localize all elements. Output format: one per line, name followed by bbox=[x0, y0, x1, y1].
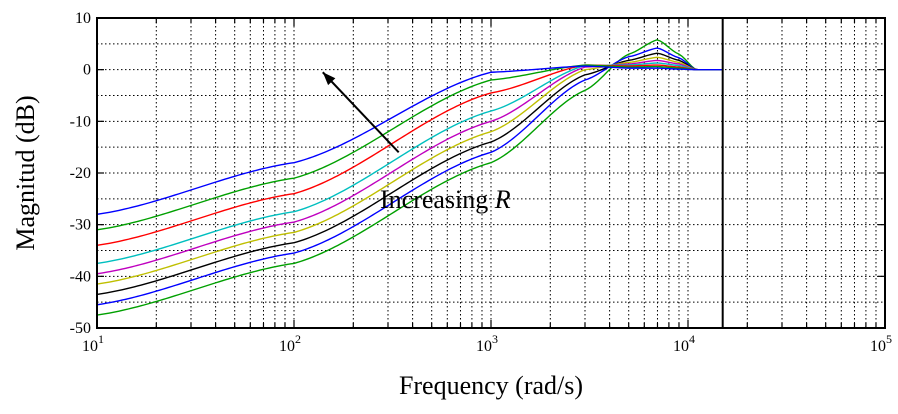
y-axis-title: Magnitud (dB) bbox=[11, 95, 40, 250]
increasing-r-annotation: Increasing R bbox=[380, 185, 511, 214]
x-tick-label-base: 10 bbox=[82, 338, 98, 355]
series-lines bbox=[96, 39, 723, 316]
series-line-4 bbox=[96, 56, 723, 285]
x-tick-label-base: 10 bbox=[870, 338, 886, 355]
x-tick-label-base: 10 bbox=[476, 338, 492, 355]
x-tick-label-exponent: 5 bbox=[886, 332, 892, 346]
x-tick-label-exponent: 4 bbox=[689, 332, 695, 346]
y-tick-label: -50 bbox=[70, 320, 91, 337]
series-line-2 bbox=[96, 47, 723, 306]
series-line-8 bbox=[96, 64, 723, 231]
x-tick-label: 102 bbox=[279, 332, 301, 355]
grid bbox=[97, 18, 885, 328]
y-tick-label: -30 bbox=[70, 217, 91, 234]
x-tick-label: 105 bbox=[870, 332, 892, 355]
x-tick-label-exponent: 3 bbox=[492, 332, 498, 346]
x-tick-label-exponent: 2 bbox=[295, 332, 301, 346]
x-tick-label: 101 bbox=[82, 332, 104, 355]
x-axis-title: Frequency (rad/s) bbox=[399, 371, 583, 400]
y-tick-label: 0 bbox=[83, 62, 91, 79]
annotation-variable: R bbox=[494, 185, 511, 214]
x-tick-label-base: 10 bbox=[673, 338, 689, 355]
x-tick-label-base: 10 bbox=[279, 338, 295, 355]
x-tick-label: 103 bbox=[476, 332, 498, 355]
annotation-arrow bbox=[322, 71, 400, 154]
y-tick-label: 10 bbox=[75, 10, 91, 27]
annotation-text: Increasing bbox=[380, 185, 495, 214]
annotation-arrowhead bbox=[322, 72, 336, 86]
series-line-9 bbox=[96, 65, 723, 216]
y-tick-label: -20 bbox=[70, 165, 91, 182]
x-tick-label-exponent: 1 bbox=[98, 332, 104, 346]
y-tick-label: -40 bbox=[70, 268, 91, 285]
series-line-7 bbox=[96, 64, 723, 247]
overlay bbox=[96, 17, 886, 329]
series-line-6 bbox=[96, 62, 723, 265]
plot-area bbox=[97, 18, 885, 328]
y-tick-label: -10 bbox=[70, 113, 91, 130]
x-tick-label: 104 bbox=[673, 332, 695, 355]
